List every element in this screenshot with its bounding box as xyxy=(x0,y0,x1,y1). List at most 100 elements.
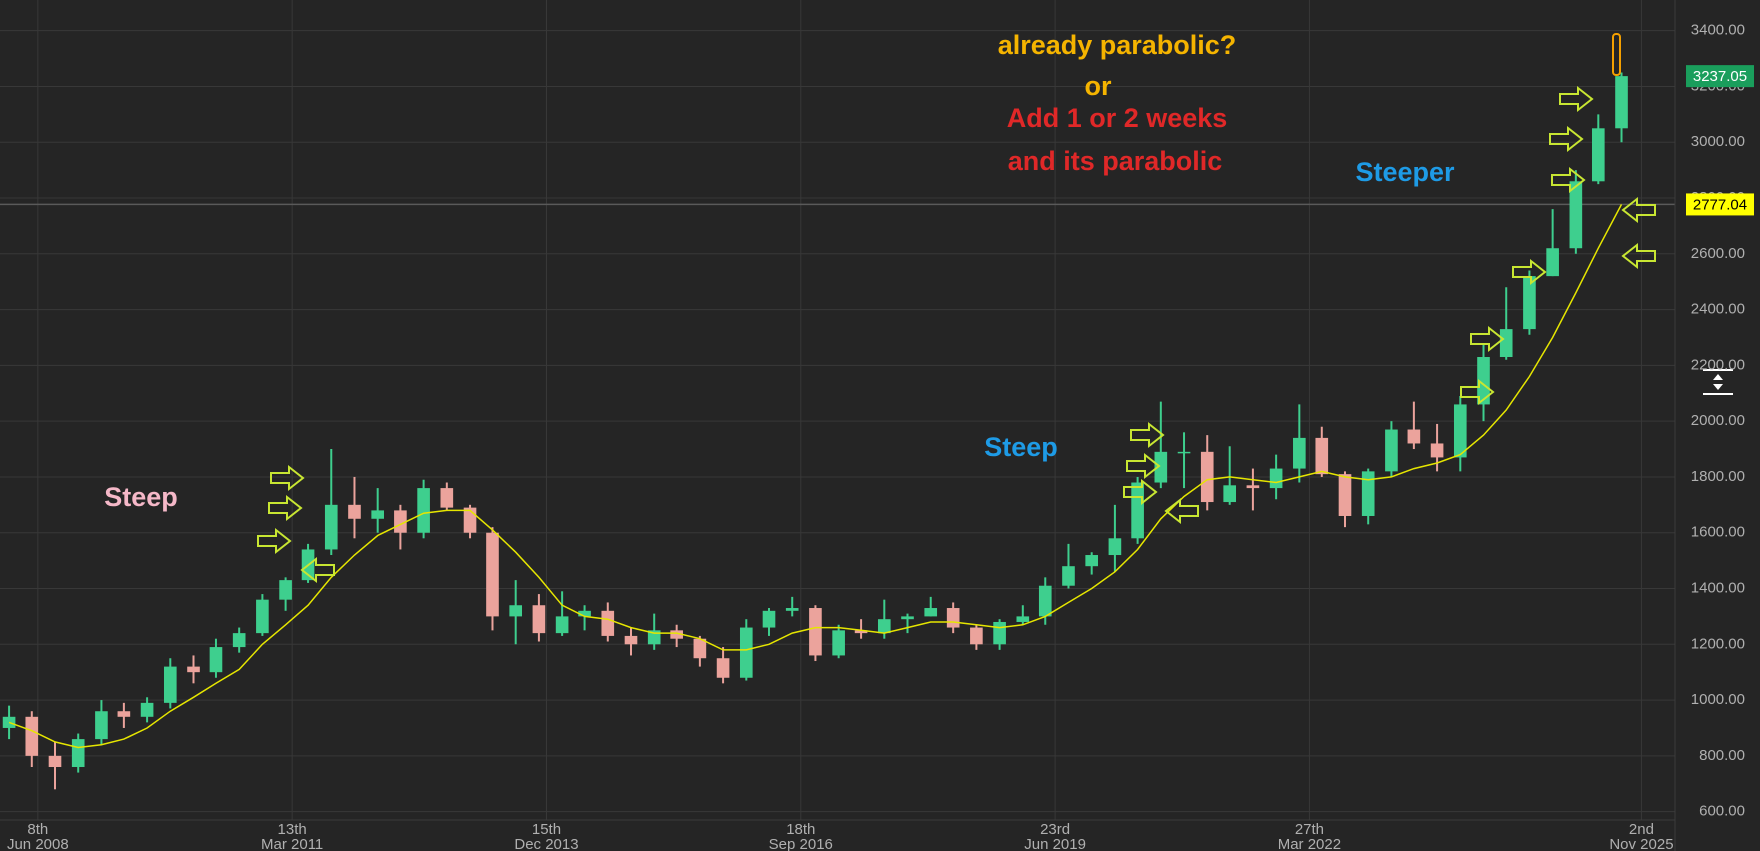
y-tick-label: 1400.00 xyxy=(1691,579,1745,596)
y-tick-label: 3000.00 xyxy=(1691,133,1745,150)
candle-body xyxy=(716,658,730,678)
tick-label-line: Jun 2019 xyxy=(1024,836,1086,851)
annotation: and its parabolic xyxy=(1008,146,1223,176)
y-tick-label: 1200.00 xyxy=(1691,635,1745,652)
candle-body xyxy=(279,580,292,600)
candle-body xyxy=(1499,329,1513,358)
candle-body xyxy=(809,608,822,656)
candle-body xyxy=(140,702,154,717)
candle-body xyxy=(232,633,246,648)
x-tick-label: 15th Dec 2013 xyxy=(514,821,578,851)
highlight-box xyxy=(1612,33,1621,76)
candle-body xyxy=(1108,538,1122,556)
x-tick-label: 2nd Nov 2025 xyxy=(1609,821,1673,851)
candle-body xyxy=(163,666,177,703)
candle-body xyxy=(901,616,914,620)
candle-body xyxy=(2,716,16,728)
candle-body xyxy=(1154,451,1168,483)
candle-body xyxy=(1430,443,1444,458)
y-tick-label: 2200.00 xyxy=(1691,356,1745,373)
handle-icon xyxy=(1713,374,1723,390)
tick-label-line: Dec 2013 xyxy=(514,836,578,851)
candle-body xyxy=(1293,437,1306,469)
candle-body xyxy=(209,647,223,673)
axes: 600.00 800.00 1000.00 1200.00 1400.00 1600.00… xyxy=(7,22,1754,851)
candle-body xyxy=(1131,482,1144,539)
candle-body xyxy=(1269,468,1283,489)
y-tick-label: 800.00 xyxy=(1699,747,1745,764)
tick-label-line: Jun 2008 xyxy=(7,836,69,851)
candle-body xyxy=(624,635,638,645)
candle-body xyxy=(555,616,569,634)
moving-average xyxy=(8,204,1623,749)
tick-label-line: 18th xyxy=(786,821,815,838)
candle-body xyxy=(1177,451,1191,454)
y-tick-label: 2000.00 xyxy=(1691,412,1745,429)
candle-body xyxy=(1200,451,1214,503)
candle-body xyxy=(532,605,546,634)
candle-body xyxy=(1062,566,1075,586)
ma-price: 2777.04 xyxy=(1693,196,1747,213)
tick-label-line: 27th xyxy=(1295,821,1324,838)
x-tick-label: 13th Mar 2011 xyxy=(261,821,323,851)
y-tick-label: 600.00 xyxy=(1699,803,1745,820)
candle-body xyxy=(1615,76,1628,129)
candle-body xyxy=(509,605,523,617)
candle-body xyxy=(256,599,269,634)
tick-label-line: 2nd xyxy=(1629,821,1654,838)
candle-body xyxy=(1016,616,1030,622)
tick-label-line: 13th xyxy=(278,821,307,838)
last-price: 3237.05 xyxy=(1693,68,1747,85)
candle-body xyxy=(371,510,385,519)
candle-body xyxy=(1523,276,1536,330)
candle-body xyxy=(1246,485,1260,489)
candle-body xyxy=(993,621,1006,645)
candle-body xyxy=(187,666,200,673)
price-badge xyxy=(1686,65,1754,88)
candle-body xyxy=(71,739,85,768)
candle-body xyxy=(1315,437,1329,475)
candle-body xyxy=(1038,585,1052,617)
candle-body xyxy=(762,610,776,628)
candle-body xyxy=(946,608,960,628)
candle-body xyxy=(1546,248,1559,277)
candle-body xyxy=(440,488,454,508)
y-tick-label: 1800.00 xyxy=(1691,468,1745,485)
y-tick-label: 3400.00 xyxy=(1691,22,1745,39)
y-tick-label: 1000.00 xyxy=(1691,691,1745,708)
y-tick-label: 2400.00 xyxy=(1691,301,1745,318)
x-tick-label: 8th Jun 2008 xyxy=(7,821,69,851)
y-tick-label: 2600.00 xyxy=(1691,245,1745,262)
x-tick-label: 23rd Jun 2019 xyxy=(1024,821,1086,851)
annotation: already parabolic? xyxy=(998,30,1237,60)
candle-body xyxy=(1477,357,1490,405)
candle-body xyxy=(693,638,707,659)
tick-label-line: 23rd xyxy=(1040,821,1070,838)
candle-body xyxy=(832,630,845,656)
annotation: Steep xyxy=(104,482,178,512)
tick-label-line: Sep 2016 xyxy=(769,836,833,851)
annotation: Steeper xyxy=(1355,157,1455,187)
candle-body xyxy=(924,608,938,617)
candle-body xyxy=(785,608,799,611)
tick-label-line: Mar 2011 xyxy=(261,836,323,851)
candle-body xyxy=(854,630,868,634)
ma-badge xyxy=(1686,193,1754,216)
tick-label-line: 8th xyxy=(27,821,48,838)
candle-body xyxy=(601,610,615,636)
candle-body xyxy=(578,610,591,617)
plot xyxy=(0,72,1675,790)
axis-handle xyxy=(1703,369,1733,395)
x-tick-label: 18th Sep 2016 xyxy=(769,821,833,851)
candle-body xyxy=(1569,181,1583,249)
candle-body xyxy=(1223,485,1237,503)
candle-body xyxy=(1591,128,1605,182)
annotation: or xyxy=(1085,71,1112,101)
tick-label-line: 15th xyxy=(532,821,561,838)
candle-body xyxy=(117,711,131,717)
candle-body xyxy=(25,716,39,756)
candle-body xyxy=(1385,429,1398,472)
